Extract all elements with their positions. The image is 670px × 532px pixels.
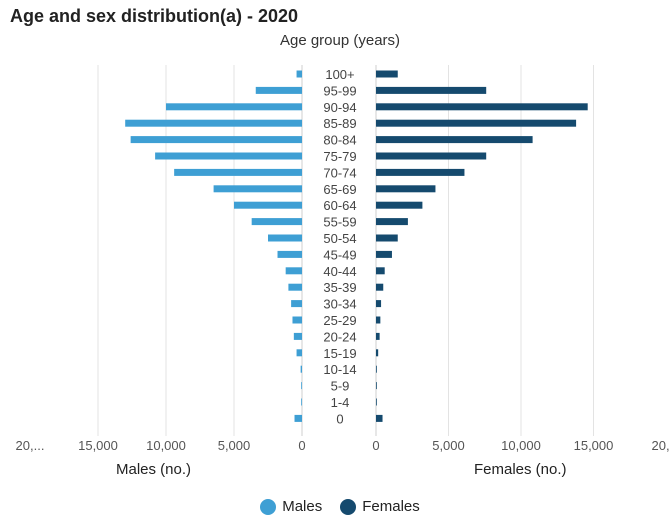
age-group-label: 0 [336,411,343,426]
female-bar [376,218,408,226]
age-group-label: 70-74 [323,165,356,180]
age-group-label: 45-49 [323,247,356,262]
age-group-label: 15-19 [323,346,356,361]
female-tick-label: 15,000 [574,438,614,453]
legend-label-males: Males [282,498,323,515]
male-bar [277,250,302,258]
female-bar [376,234,398,242]
female-bar [376,398,377,406]
age-group-label: 80-84 [323,133,356,148]
legend-item-males[interactable]: Males [260,498,322,515]
age-group-label: 30-34 [323,297,356,312]
legend-label-females: Females [362,498,420,515]
female-bar [376,119,577,127]
female-bar [376,349,379,357]
male-bar [300,365,302,373]
age-group-label: 55-59 [323,215,356,230]
male-bar [174,168,302,176]
male-bar [294,414,302,422]
age-group-label: 85-89 [323,116,356,131]
male-bar [255,86,302,94]
female-bar [376,267,385,275]
male-bar [296,70,302,78]
females-swatch-icon [340,498,357,515]
legend-item-females[interactable]: Females [340,498,420,515]
male-bar [268,234,302,242]
female-bar [376,185,436,193]
male-tick-label: 20,... [16,438,45,453]
male-tick-label: 10,000 [146,438,186,453]
male-bar [155,152,302,160]
female-bar [376,136,533,144]
male-bar [293,332,302,340]
age-group-label: 95-99 [323,83,356,98]
age-group-label: 10-14 [323,362,356,377]
male-tick-label: 15,000 [78,438,118,453]
female-bar [376,332,380,340]
age-group-label: 40-44 [323,264,356,279]
females-axis-label: Females (no.) [474,461,567,478]
female-tick-label: 20,... [652,438,670,453]
males-swatch-icon [260,498,277,515]
male-bar [125,119,302,127]
male-bar [288,283,302,291]
male-tick-label: 0 [298,438,305,453]
age-group-label: 75-79 [323,149,356,164]
legend: Males Females [0,498,670,515]
male-bar [166,103,302,111]
female-bar [376,365,377,373]
female-bar [376,316,381,324]
age-group-label: 100+ [325,67,354,82]
male-bar [292,316,302,324]
female-bar [376,414,383,422]
female-tick-label: 0 [372,438,379,453]
female-bar [376,382,377,390]
age-group-label: 20-24 [323,329,356,344]
female-bar [376,201,423,209]
female-tick-label: 5,000 [432,438,465,453]
female-tick-label: 10,000 [501,438,541,453]
female-bar [376,300,382,308]
age-group-label: 25-29 [323,313,356,328]
male-bar [285,267,302,275]
male-bar [296,349,302,357]
age-group-label: 50-54 [323,231,356,246]
female-bar [376,283,384,291]
female-bar [376,86,487,94]
male-bar [130,136,302,144]
male-bar [301,398,302,406]
male-bar [301,382,302,390]
age-group-axis-title: Age group (years) [279,32,401,49]
male-bar [291,300,302,308]
age-group-label: 1-4 [331,395,350,410]
female-bar [376,250,392,258]
male-bar [213,185,302,193]
male-bar [234,201,302,209]
males-axis-label: Males (no.) [116,461,192,478]
female-bar [376,103,588,111]
female-bar [376,70,398,78]
female-bar [376,168,465,176]
age-group-label: 35-39 [323,280,356,295]
age-group-label: 65-69 [323,182,356,197]
age-group-label: 90-94 [323,100,356,115]
chart-title: Age and sex distribution(a) - 2020 [10,6,299,26]
male-bar [251,218,302,226]
age-group-label: 5-9 [331,379,350,394]
age-group-label: 60-64 [323,198,356,213]
female-bar [376,152,487,160]
male-tick-label: 5,000 [218,438,251,453]
